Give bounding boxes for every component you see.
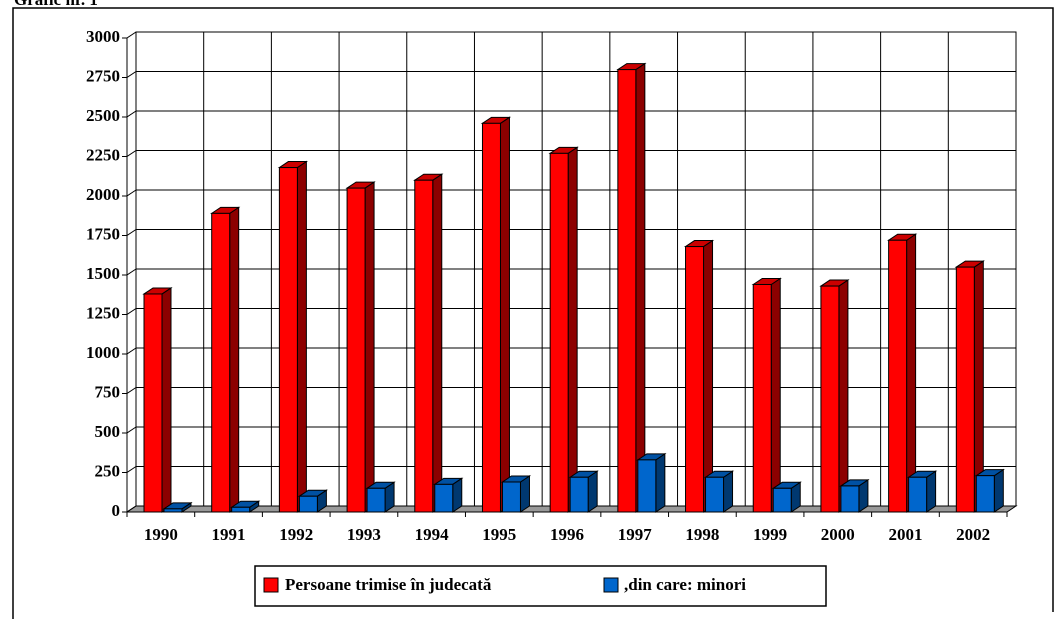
bar-side	[906, 233, 917, 513]
x-tick-label: 1992	[279, 525, 313, 544]
legend-swatch	[603, 577, 619, 593]
x-tick-label: 1994	[415, 525, 450, 544]
x-tick-label: 1999	[753, 525, 787, 544]
x-tick-label: 2002	[956, 525, 990, 544]
y-tick-label: 2750	[86, 66, 120, 85]
tick-connector	[126, 387, 137, 394]
bar-side	[770, 277, 781, 513]
bar	[278, 167, 298, 513]
bar	[888, 239, 908, 513]
y-tick-label: 2250	[86, 145, 120, 164]
legend-label: ,din care: minori	[624, 575, 746, 594]
bar	[163, 508, 183, 513]
bar-side	[499, 116, 510, 513]
x-tick-label: 1991	[212, 525, 246, 544]
bar	[955, 266, 975, 513]
bar-side	[432, 173, 443, 513]
x-tick-label: 1993	[347, 525, 381, 544]
bar	[501, 481, 521, 513]
x-tick-label: 1995	[482, 525, 516, 544]
chart-title: Grafic nr. 1	[14, 0, 98, 9]
bar-side	[993, 468, 1004, 513]
legend-swatch	[263, 577, 279, 593]
bar	[366, 487, 386, 513]
tick-connector	[126, 189, 137, 197]
bar	[549, 152, 569, 513]
bar	[840, 485, 860, 513]
bar	[569, 476, 589, 513]
bar	[752, 283, 772, 513]
bar	[637, 459, 657, 513]
y-tick-label: 750	[95, 382, 121, 401]
y-tick-label: 500	[95, 422, 121, 441]
tick-connector	[126, 31, 137, 39]
bar	[211, 212, 231, 513]
tick-connector	[126, 347, 137, 355]
bar	[231, 506, 251, 513]
bar	[685, 246, 705, 513]
x-tick-label: 1997	[618, 525, 653, 544]
tick-connector	[126, 229, 137, 236]
x-tick-label: 2001	[888, 525, 922, 544]
bar-side	[296, 160, 307, 513]
bar-side	[703, 239, 714, 513]
y-tick-label: 2000	[86, 185, 120, 204]
bar	[772, 487, 792, 513]
y-tick-label: 1000	[86, 343, 120, 362]
tick-connector	[126, 308, 137, 315]
legend	[254, 565, 827, 607]
y-tick-label: 1500	[86, 264, 120, 283]
bar	[481, 122, 501, 513]
y-tick-label: 3000	[86, 27, 120, 46]
bar-side	[364, 181, 375, 513]
bar-side	[723, 470, 734, 513]
bar-side	[635, 62, 646, 513]
bar-side	[655, 452, 666, 513]
tick-connector	[126, 268, 137, 276]
bar	[143, 293, 163, 513]
bar	[975, 475, 995, 513]
x-tick-label: 1990	[144, 525, 178, 544]
bar	[820, 285, 840, 513]
bar-side	[229, 206, 240, 513]
x-tick-label: 1998	[685, 525, 719, 544]
y-tick-label: 1750	[86, 224, 120, 243]
bar	[346, 187, 366, 513]
bar	[434, 483, 454, 513]
bar-side	[161, 287, 172, 513]
y-tick-label: 0	[112, 501, 121, 520]
bar-side	[926, 470, 937, 513]
bar-side	[567, 146, 578, 513]
frame	[12, 7, 1054, 619]
bar-side	[587, 470, 598, 513]
bar	[617, 69, 637, 513]
tick-connector	[126, 505, 137, 513]
y-tick-label: 2500	[86, 106, 120, 125]
bar	[298, 495, 318, 513]
x-tick-label: 1996	[550, 525, 584, 544]
y-tick-label: 250	[95, 461, 121, 480]
tick-connector	[126, 150, 137, 157]
tick-connector	[126, 426, 137, 434]
y-tick-label: 1250	[86, 303, 120, 322]
bar-side	[838, 279, 849, 513]
tick-connector	[126, 110, 137, 118]
bar	[908, 476, 928, 513]
x-tick-label: 2000	[821, 525, 855, 544]
bar	[414, 179, 434, 513]
bar	[705, 476, 725, 513]
tick-connector	[126, 71, 137, 78]
legend-label: Persoane trimise în judecată	[285, 575, 492, 594]
tick-connector	[126, 466, 137, 473]
